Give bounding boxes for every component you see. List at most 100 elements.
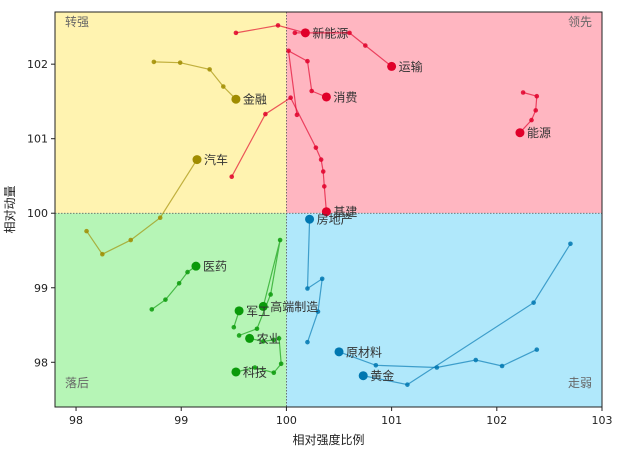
- quadrant-label-bottom-right: 走弱: [568, 376, 592, 390]
- series-tail-point: [320, 169, 326, 174]
- series-label: 能源: [527, 126, 551, 140]
- series-14: 黄金: [358, 241, 573, 387]
- x-tick-label: 99: [174, 414, 188, 427]
- series-label: 军工: [246, 304, 270, 318]
- series-head-point: [231, 94, 241, 104]
- series-tail-line: [338, 349, 538, 369]
- series-tail-point: [149, 307, 155, 312]
- series-head-point: [358, 371, 368, 381]
- series-9: 医药: [149, 260, 227, 312]
- series-tail-point: [277, 237, 283, 243]
- series-label: 科技: [243, 365, 267, 379]
- series-5: 金融: [151, 59, 267, 107]
- y-axis-title: 相对动量: [3, 185, 17, 233]
- series-head-point: [515, 128, 525, 138]
- series-tail-point: [254, 326, 260, 332]
- series-tail-point: [271, 337, 277, 343]
- series-head-point: [258, 301, 268, 311]
- series-10: 军工: [231, 304, 270, 330]
- series-head-point: [387, 61, 397, 71]
- plot-frame: [54, 11, 603, 408]
- series-tail-point: [268, 292, 273, 297]
- series-tail-point: [276, 336, 282, 341]
- series-3: 能源: [515, 90, 551, 140]
- series-head-point: [321, 207, 331, 217]
- y-tick-label: 99: [34, 282, 48, 295]
- series-tail-line: [294, 32, 392, 67]
- series-tail-point: [347, 30, 352, 36]
- series-tail-point: [305, 339, 310, 345]
- series-tail-point: [534, 347, 540, 352]
- series-11: 农业: [245, 332, 281, 346]
- series-head-point: [191, 261, 201, 271]
- series-label: 运输: [399, 59, 423, 74]
- series-label: 汽车: [204, 152, 228, 167]
- series-tail-point: [286, 48, 291, 54]
- series-tail-point: [151, 59, 157, 65]
- y-tick-label: 102: [27, 58, 48, 71]
- series-tail-point: [520, 90, 526, 95]
- series-tail-point: [529, 117, 534, 123]
- series-tail-line: [231, 96, 327, 212]
- series-tail-point: [163, 297, 168, 302]
- series-head-point: [321, 92, 331, 102]
- series-label: 金融: [243, 92, 267, 107]
- quadrant-label-top-left: 转强: [65, 14, 89, 29]
- series-label: 医药: [203, 260, 227, 274]
- series-tail-point: [221, 84, 226, 89]
- series-tail-point: [568, 241, 573, 247]
- series-tail-point: [157, 215, 163, 220]
- series-tail-point: [84, 228, 89, 234]
- series-head-point: [245, 333, 255, 343]
- series-tail-point: [207, 67, 212, 72]
- x-tick-label: 103: [592, 414, 613, 427]
- axis-ticks: 98 99 100 101 102 103 98 99 100 101 102: [27, 58, 613, 427]
- y-tick-label: 98: [34, 356, 48, 369]
- series-tail-point: [177, 60, 183, 65]
- series-head-point: [234, 306, 244, 316]
- series-label: 基建: [333, 205, 357, 219]
- series-label: 房地产: [317, 212, 353, 227]
- series-head-point: [334, 347, 344, 357]
- series-label: 农业: [257, 332, 281, 346]
- series-tail-point: [176, 280, 182, 286]
- series-label: 高端制造: [270, 299, 318, 314]
- series-tail-point: [263, 111, 268, 117]
- y-tick-label: 101: [27, 133, 48, 146]
- plot-border: [54, 11, 603, 408]
- series-label: 黄金: [370, 368, 394, 383]
- x-tick-label: 98: [69, 414, 83, 427]
- quadrant-top-right: [286, 12, 602, 214]
- series-tail-point: [309, 88, 314, 94]
- series-tail-point: [231, 324, 237, 330]
- quadrant-label-top-right: 领先: [568, 15, 592, 29]
- series-head-point: [305, 214, 315, 224]
- series-tail-point: [315, 309, 321, 314]
- series-8: 高端制造: [236, 237, 318, 338]
- series-13: 原材料: [334, 345, 540, 370]
- series-tail-point: [185, 269, 190, 275]
- series-tail-line: [363, 243, 571, 386]
- series-tail-point: [229, 174, 235, 180]
- quadrant-bottom-right: [286, 213, 602, 407]
- series-1: 运输: [292, 30, 423, 74]
- series-label: 消费: [333, 90, 357, 104]
- series-tail-point: [252, 365, 258, 370]
- series-tail-point: [275, 23, 281, 28]
- series-tail-point: [313, 145, 319, 150]
- x-axis-title: 相对强度比例: [292, 432, 364, 447]
- series-tail-point: [534, 93, 540, 99]
- quadrant-bottom-left: [55, 213, 287, 407]
- series-tail-point: [473, 357, 479, 363]
- series-tail-point: [321, 184, 327, 189]
- x-tick-label: 101: [381, 414, 402, 427]
- series-tail-point: [373, 362, 379, 368]
- series-tail-point: [271, 370, 277, 376]
- x-tick-label: 100: [276, 414, 297, 427]
- series-7: 房地产: [305, 212, 353, 345]
- x-tick-label: 102: [486, 414, 507, 427]
- series-tail-point: [499, 363, 505, 369]
- series-head-point: [231, 367, 241, 377]
